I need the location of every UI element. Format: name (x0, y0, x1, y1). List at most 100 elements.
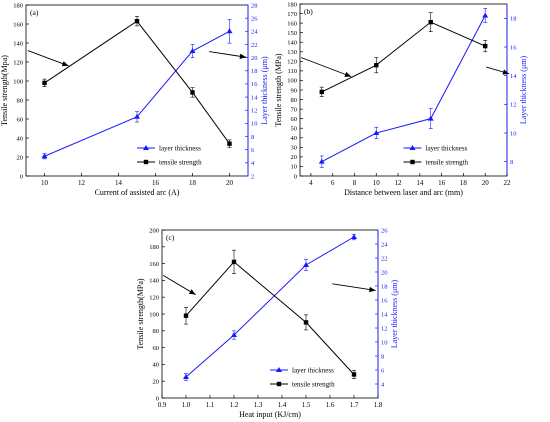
x-tick-label: 1.6 (326, 401, 335, 409)
y-left-tick-label: 100 (287, 78, 297, 85)
y-right-tick-label: 12 (381, 325, 388, 332)
x-axis-title: Heat input (KJ/cm) (239, 410, 301, 419)
data-point-triangle (41, 153, 48, 159)
series-line (321, 21, 486, 93)
legend-label: tensile strength (426, 159, 469, 167)
x-tick-label: 12 (395, 179, 403, 187)
x-tick-label: 14 (416, 179, 424, 187)
y-left-tick-label: 110 (287, 68, 297, 75)
y-left-tick-label: 20 (17, 154, 24, 161)
data-point-square (134, 18, 140, 24)
y-left-tick-label: 100 (13, 78, 23, 85)
x-tick-label: 1.3 (254, 401, 263, 409)
data-point-triangle (189, 48, 196, 54)
panel-label: (a) (30, 8, 39, 17)
data-point-triangle (183, 374, 189, 379)
x-tick-label: 1.7 (350, 401, 359, 409)
x-tick-label: 16 (438, 179, 446, 187)
y-left-tick-label: 180 (287, 1, 297, 8)
y-left-tick-label: 0 (156, 395, 159, 402)
series-layer-thickness (183, 233, 357, 381)
data-point-triangle (134, 113, 140, 119)
x-tick-label: 4 (309, 179, 313, 187)
y-right-tick-label: 10 (510, 130, 517, 137)
y-right-tick-label: 14 (381, 311, 388, 318)
legend-marker-triangle (276, 367, 282, 372)
y-left-tick-label: 160 (287, 20, 297, 27)
data-point-triangle (318, 158, 325, 164)
x-tick-label: 12 (78, 179, 86, 187)
y-right-tick-label: 6 (381, 367, 385, 374)
data-point-triangle (351, 234, 357, 239)
axis-pointer-arrow (162, 274, 196, 296)
data-point-triangle (303, 262, 309, 267)
y-left-tick-label: 140 (287, 40, 297, 47)
legend-marker-square (143, 159, 149, 165)
data-point-square (319, 89, 324, 95)
series-line (44, 20, 230, 144)
y-left-tick-label: 10 (291, 164, 298, 171)
data-point-square (303, 320, 309, 325)
series-tensile-strength (183, 249, 357, 379)
data-point-triangle (482, 12, 489, 18)
series-line (44, 30, 230, 157)
series-tensile-strength (319, 12, 488, 97)
series-layer-thickness (318, 8, 489, 168)
y-right-tick-label: 28 (251, 2, 258, 9)
y-right-axis-title: Layer thickness (μm) (519, 56, 528, 125)
y-left-tick-label: 120 (149, 295, 159, 302)
y-right-tick-label: 12 (251, 108, 258, 115)
data-point-triangle (427, 115, 434, 121)
series-line (185, 236, 355, 378)
x-tick-label: 14 (115, 179, 123, 187)
data-point-triangle (231, 332, 237, 337)
y-left-tick-label: 170 (287, 11, 297, 18)
y-left-tick-label: 160 (13, 21, 23, 28)
y-right-tick-label: 26 (251, 15, 258, 22)
plot-frame (161, 229, 379, 399)
y-right-tick-label: 16 (251, 81, 258, 88)
x-tick-label: 1.1 (206, 401, 215, 409)
chart-panel-3: 0.9 1.0 1.1 1.2 1.3 1.4 1.5 1.6 1.7 1.8 0 20 40 60 80 1… (136, 227, 399, 419)
legend: layer thickness tensile strength (270, 367, 335, 389)
legend-marker-triangle (409, 145, 416, 150)
y-left-tick-label: 70 (291, 106, 298, 113)
x-axis-title: Current of assisted arc (A) (95, 188, 180, 197)
x-tick-label: 1.0 (182, 401, 191, 409)
y-right-tick-label: 24 (251, 29, 258, 36)
x-tick-label: 20 (482, 179, 490, 187)
data-point-square (428, 19, 433, 25)
y-left-tick-label: 40 (153, 362, 160, 369)
x-tick-label: 16 (152, 179, 160, 187)
y-right-tick-label: 18 (381, 283, 388, 290)
y-left-tick-label: 180 (149, 244, 159, 251)
y-left-tick-label: 80 (291, 97, 298, 104)
axis-pointer-arrow (209, 51, 247, 59)
y-right-tick-label: 24 (381, 241, 388, 248)
x-tick-label: 1.8 (374, 401, 383, 409)
y-right-tick-label: 16 (381, 297, 388, 304)
legend-marker-triangle (143, 145, 149, 150)
y-right-tick-label: 10 (251, 121, 258, 128)
y-left-tick-label: 30 (291, 145, 298, 152)
legend-label: tensile strength (292, 381, 335, 389)
axis-pointer-arrow (486, 66, 510, 75)
y-right-tick-label: 20 (381, 269, 388, 276)
data-point-square (351, 372, 357, 377)
x-tick-label: 8 (353, 179, 357, 187)
y-right-tick-label: 22 (251, 42, 258, 49)
y-left-tick-label: 80 (17, 97, 24, 104)
y-left-tick-label: 60 (153, 345, 160, 352)
y-left-tick-label: 60 (291, 116, 298, 123)
y-left-tick-label: 130 (287, 49, 297, 56)
axis-pointer-arrow (332, 283, 376, 293)
series-line (185, 261, 355, 375)
legend-marker-square (276, 381, 282, 387)
y-left-tick-label: 160 (149, 261, 159, 268)
x-tick-label: 0.9 (158, 401, 167, 409)
x-tick-label: 20 (226, 179, 234, 187)
y-right-tick-label: 18 (510, 16, 517, 23)
y-left-axis-title: Tensile strength (MPa) (274, 53, 283, 127)
y-left-tick-label: 50 (291, 126, 298, 133)
